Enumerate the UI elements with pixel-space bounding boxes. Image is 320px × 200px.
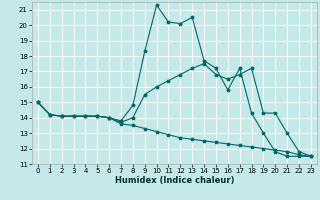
X-axis label: Humidex (Indice chaleur): Humidex (Indice chaleur) (115, 176, 234, 185)
